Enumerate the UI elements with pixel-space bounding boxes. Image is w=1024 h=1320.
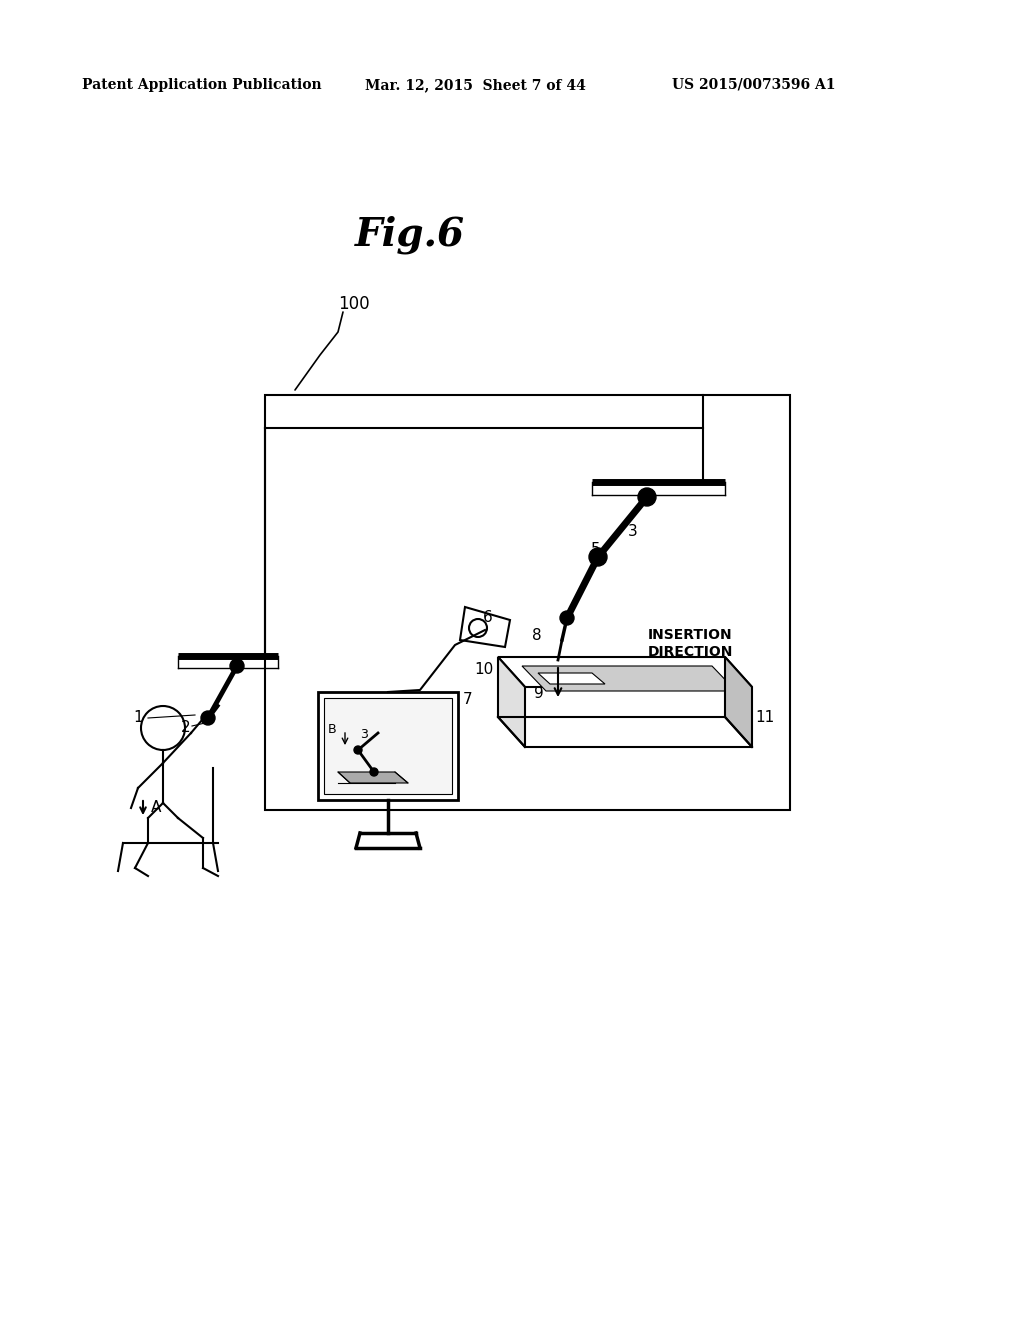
Text: Patent Application Publication: Patent Application Publication	[82, 78, 322, 92]
Text: 7: 7	[463, 692, 473, 708]
Text: 2: 2	[180, 721, 190, 735]
Polygon shape	[338, 772, 408, 783]
Text: A: A	[151, 800, 162, 816]
Circle shape	[354, 746, 362, 754]
Circle shape	[370, 768, 378, 776]
Polygon shape	[498, 657, 752, 686]
Bar	[318, 692, 458, 800]
Text: 1: 1	[133, 710, 143, 726]
Text: 5: 5	[591, 543, 600, 557]
Bar	[265, 395, 790, 810]
Circle shape	[201, 711, 215, 725]
Text: 9: 9	[534, 686, 544, 701]
Circle shape	[560, 611, 574, 624]
Circle shape	[589, 548, 607, 566]
Text: 11: 11	[755, 710, 774, 725]
Bar	[324, 698, 452, 795]
Text: B: B	[328, 723, 337, 737]
Text: 3: 3	[628, 524, 638, 540]
Text: 6: 6	[483, 610, 493, 624]
Text: 100: 100	[338, 294, 370, 313]
Text: US 2015/0073596 A1: US 2015/0073596 A1	[672, 78, 836, 92]
Text: INSERTION
DIRECTION: INSERTION DIRECTION	[648, 628, 733, 659]
Polygon shape	[725, 657, 752, 747]
Text: 3: 3	[360, 729, 368, 742]
Circle shape	[230, 659, 244, 673]
Circle shape	[638, 488, 656, 506]
Text: Fig.6: Fig.6	[355, 215, 465, 253]
Text: 8: 8	[532, 628, 542, 644]
Circle shape	[469, 619, 487, 638]
Text: Mar. 12, 2015  Sheet 7 of 44: Mar. 12, 2015 Sheet 7 of 44	[365, 78, 586, 92]
Polygon shape	[460, 607, 510, 647]
Polygon shape	[522, 667, 736, 690]
Polygon shape	[498, 657, 525, 747]
Polygon shape	[538, 673, 605, 684]
Text: 10: 10	[475, 663, 494, 677]
Text: 4: 4	[562, 612, 572, 628]
